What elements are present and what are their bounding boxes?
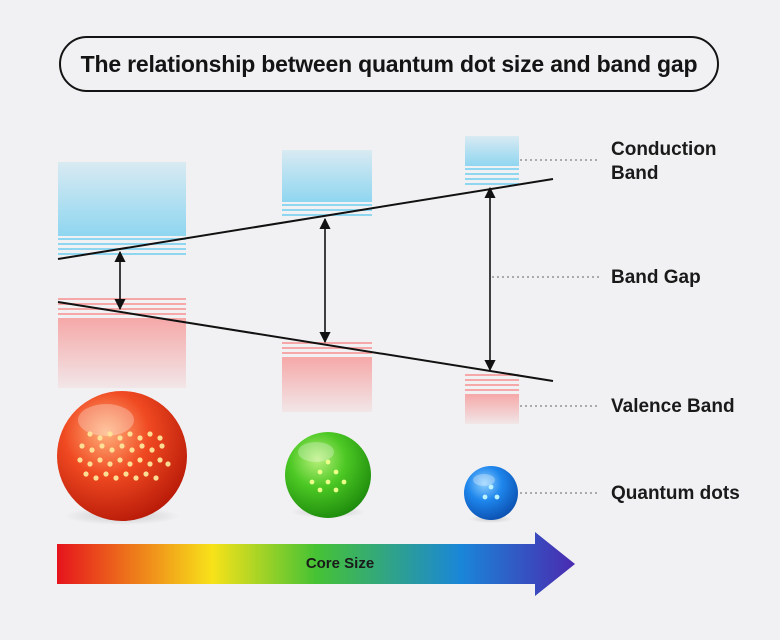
quantum-dots-label: Quantum dots (611, 483, 740, 504)
valence-band-label: Valence Band (611, 396, 735, 417)
conduction-band-small (465, 136, 519, 185)
valence-band-medium (282, 342, 372, 412)
conduction-band-large (58, 162, 186, 255)
core-size-label: Core Size (305, 555, 375, 572)
quantum-dot-small (464, 466, 518, 523)
valence-edge-line (57, 301, 554, 382)
band-gap-label: Band Gap (611, 267, 701, 288)
conduction-band-medium (282, 150, 372, 216)
atom-lattice-medium (309, 459, 347, 493)
quantum-dot-large (57, 391, 187, 525)
conduction-band-label: Conduction Band (611, 139, 717, 184)
diagram-title: The relationship between quantum dot siz… (59, 36, 719, 92)
atom-lattice-small (482, 484, 500, 500)
conduction-edge-line (57, 178, 554, 260)
valence-band-large (58, 298, 186, 388)
valence-band-small (465, 374, 519, 424)
atom-lattice-large (77, 431, 171, 481)
quantum-dot-medium (285, 432, 371, 518)
